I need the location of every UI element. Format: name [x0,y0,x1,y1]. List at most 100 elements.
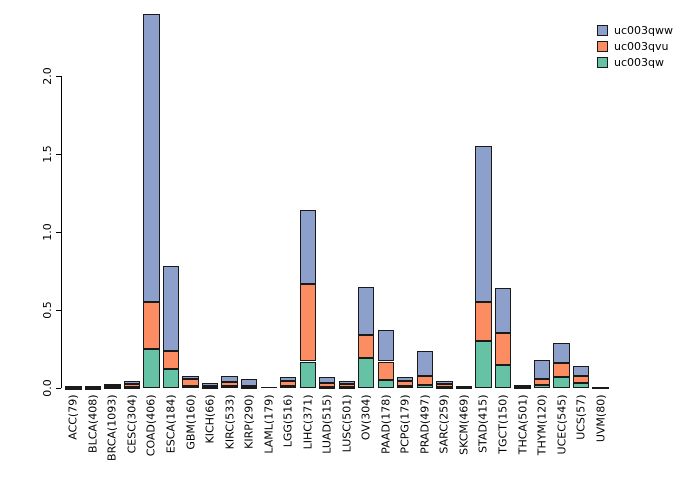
x-axis-label: LAML(179) [262,394,276,454]
x-axis-label: LIHC(371) [301,394,315,449]
bar-segment-uc003qw [182,385,199,388]
bar-segment-uc003qw [553,377,570,388]
x-axis-label: STAD(415) [476,394,490,453]
x-axis-label: UCS(57) [574,394,588,440]
bar-segment-uc003qw [221,386,238,389]
x-axis-label: THCA(501) [516,394,529,454]
bar-segment-uc003qw [572,383,590,388]
legend-label: uc003qvu [614,39,669,53]
bar-segment-uc003qww [514,384,531,387]
bar-segment-uc003qww [436,381,453,384]
bar-segment-uc003qvu [143,302,160,350]
bar-segment-uc003qw [416,384,433,388]
y-axis-tick [56,309,61,311]
bar-segment-uc003qww [104,384,121,387]
bar-segment-uc003qww [416,350,433,376]
bar-baseline-mark [260,386,277,388]
bar-segment-uc003qvu [494,333,512,365]
y-axis-tick-label: 0.0 [41,379,54,397]
bar-segment-uc003qvu [201,385,219,388]
x-axis-label: PAAD(178) [379,394,393,454]
y-axis-tick-label: 1.0 [41,223,54,241]
bar-segment-uc003qww [162,266,180,351]
bar-segment-uc003qww [123,381,141,385]
bar-segment-uc003qvu [514,386,531,389]
x-axis-label: THYM(120) [535,394,549,455]
bar-segment-uc003qw [299,361,316,388]
legend-swatch-icon [597,40,608,52]
y-axis-tick [56,231,61,233]
bar-baseline-mark [65,386,82,388]
x-axis-label: UCEC(545) [555,394,569,454]
bar-baseline-mark [455,386,473,388]
legend-item: uc003qww [597,22,673,38]
x-axis-label: ACC(79) [66,394,80,440]
bar-segment-uc003qvu [533,378,551,385]
legend: uc003qww uc003qvu uc003qw [597,22,673,70]
y-axis-tick-label: 0.5 [41,301,54,319]
bar-segment-uc003qw [240,387,258,390]
bar-segment-uc003qw [358,358,375,388]
x-axis-label: LUSC(501) [340,394,354,452]
x-axis-label: TGCT(150) [496,394,510,454]
bar-segment-uc003qw [319,386,336,389]
bar-segment-uc003qvu [377,361,394,381]
y-axis-tick-label: 1.5 [41,145,54,164]
bar-segment-uc003qvu [280,380,297,387]
bar-segment-uc003qww [221,376,238,382]
bar-segment-uc003qvu [221,381,238,387]
x-axis-label: GBM(160) [184,394,198,450]
bar-segment-uc003qvu [553,363,570,378]
bar-segment-uc003qvu [338,384,355,387]
bar-segment-uc003qww [84,385,102,388]
y-axis-line [61,76,62,388]
bar-segment-uc003qvu [397,380,414,387]
bar-segment-uc003qww [240,378,258,386]
bar-segment-uc003qw [338,386,355,389]
x-axis-label: UVM(80) [594,394,608,442]
bar-segment-uc003qw [494,364,512,388]
legend-item: uc003qvu [597,38,673,54]
bar-segment-uc003qww [338,381,355,385]
bar-segment-uc003qw [104,387,121,390]
bar-segment-uc003qww [397,377,414,381]
x-axis-label: OV(304) [359,394,373,440]
x-axis-label: SKCM(469) [457,394,471,455]
legend-label: uc003qww [614,23,673,37]
x-axis-label: SARC(259) [437,394,451,454]
legend-label: uc003qw [614,55,664,69]
bar-segment-uc003qw [397,386,414,389]
bar-segment-uc003qww [494,288,512,334]
legend-item: uc003qw [597,54,673,70]
x-axis-label: PCPG(179) [398,394,412,454]
bar-segment-uc003qww [358,286,375,335]
bar-segment-uc003qww [533,359,551,379]
bar-segment-uc003qww [553,342,570,364]
x-axis-label: PRAD(497) [418,394,432,454]
bar-segment-uc003qvu [436,383,453,387]
bar-segment-uc003qw [280,386,297,389]
bar-segment-uc003qww [182,375,199,379]
bar-baseline-mark [592,386,609,388]
bar-segment-uc003qw [162,369,180,388]
bar-segment-uc003qvu [475,302,492,342]
x-axis-label: COAD(406) [144,394,158,456]
bar-segment-uc003qww [475,146,492,303]
bar-segment-uc003qw [377,380,394,388]
bar-segment-uc003qvu [319,383,336,387]
bar-segment-uc003qww [299,210,316,284]
bar-segment-uc003qww [377,330,394,362]
bar-segment-uc003qw [143,349,160,388]
legend-swatch-icon [597,24,608,36]
bar-segment-uc003qw [436,386,453,389]
x-axis-label: BRCA(1093) [105,394,119,461]
bar-segment-uc003qw [533,384,551,388]
bar-segment-uc003qvu [240,385,258,388]
bar-segment-uc003qww [143,14,160,303]
x-axis-label: KIRP(290) [242,394,256,449]
x-axis-label: KIRC(533) [223,394,237,449]
bar-segment-uc003qw [123,386,141,389]
bar-segment-uc003qvu [358,335,375,359]
bar-segment-uc003qww [280,377,297,381]
